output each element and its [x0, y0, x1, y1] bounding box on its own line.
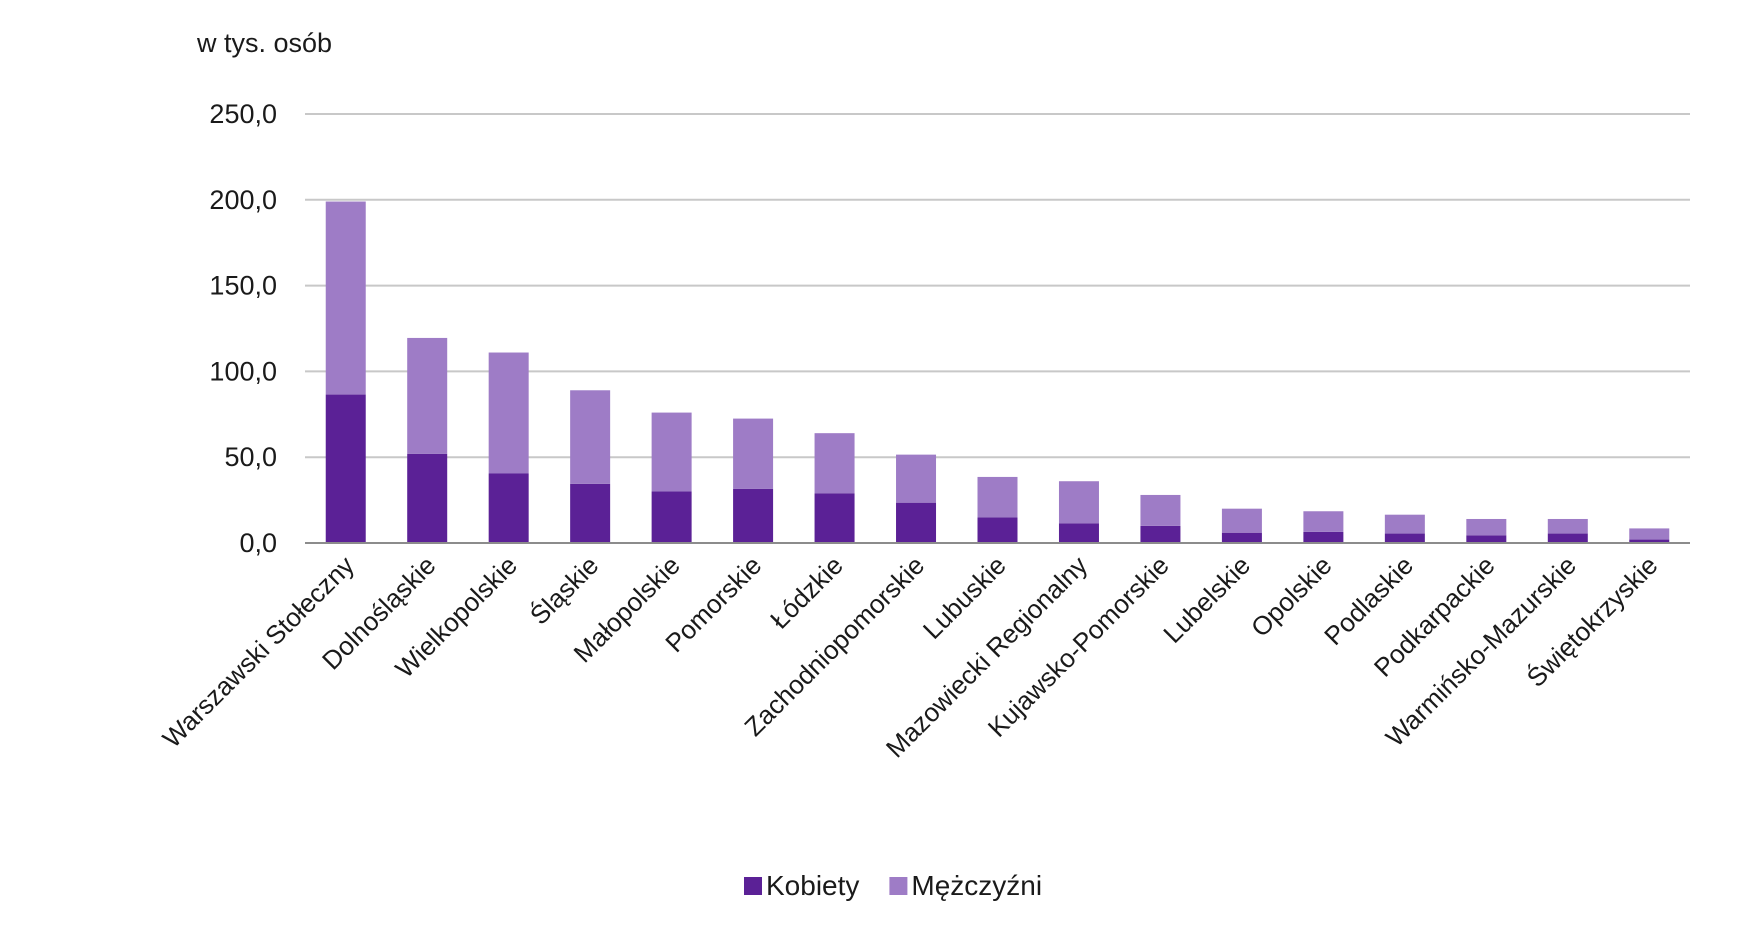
bar-kobiety — [488, 473, 529, 543]
bar-mężczyźni — [1547, 518, 1588, 534]
bar-mężczyźni — [407, 337, 448, 454]
bar-kobiety — [1140, 525, 1181, 543]
bar-kobiety — [977, 517, 1018, 543]
legend-label: Mężczyźni — [911, 870, 1042, 901]
legend-swatch — [744, 877, 762, 895]
x-tick-label: Lubelskie — [1157, 550, 1256, 649]
bar-kobiety — [325, 394, 366, 543]
bar-mężczyźni — [570, 390, 611, 484]
legend-swatch — [889, 877, 908, 895]
bar-mężczyźni — [488, 352, 529, 474]
bar-mężczyźni — [896, 454, 937, 503]
bar-kobiety — [1384, 533, 1425, 543]
bar-mężczyźni — [1221, 508, 1262, 533]
y-tick-label: 250,0 — [209, 99, 277, 129]
bar-mężczyźni — [1384, 514, 1425, 534]
bar-mężczyźni — [1058, 481, 1099, 524]
bar-kobiety — [1303, 531, 1344, 543]
y-tick-labels: 0,0 50,0 100,0 150,0 200,0 250,0 — [209, 99, 277, 558]
bar-mężczyźni — [733, 418, 774, 489]
bar-kobiety — [407, 453, 448, 543]
bar-mężczyźni — [977, 476, 1018, 518]
gridlines — [305, 113, 1690, 459]
bar-mężczyźni — [814, 433, 855, 494]
bar-mężczyźni — [1466, 518, 1507, 536]
bar-kobiety — [1547, 533, 1588, 543]
x-tick-labels: Warszawski StołecznyDolnośląskieWielkopo… — [157, 550, 1664, 763]
y-tick-label: 200,0 — [209, 185, 277, 215]
bar-kobiety — [1466, 535, 1507, 543]
bar-mężczyźni — [325, 201, 366, 395]
bar-kobiety — [1629, 539, 1670, 543]
bar-kobiety — [1221, 532, 1262, 543]
bar-mężczyźni — [1303, 511, 1344, 532]
bar-mężczyźni — [651, 412, 692, 492]
y-axis-label: w tys. osób — [196, 28, 332, 58]
bar-kobiety — [896, 502, 937, 543]
y-tick-label: 150,0 — [209, 271, 277, 301]
legend-label: Kobiety — [766, 870, 859, 901]
bar-kobiety — [1058, 523, 1099, 543]
y-tick-label: 100,0 — [209, 356, 277, 386]
x-tick-label: Śląskie — [524, 550, 604, 630]
legend: Kobiety Mężczyźni — [744, 870, 1042, 901]
y-tick-label: 0,0 — [239, 528, 277, 558]
bar-kobiety — [814, 493, 855, 543]
y-tick-label: 50,0 — [224, 442, 277, 472]
bar-mężczyźni — [1140, 494, 1181, 526]
bar-kobiety — [570, 483, 611, 543]
bar-mężczyźni — [1629, 528, 1670, 540]
bar-kobiety — [651, 491, 692, 543]
bar-kobiety — [733, 488, 774, 543]
bars — [325, 201, 1670, 543]
